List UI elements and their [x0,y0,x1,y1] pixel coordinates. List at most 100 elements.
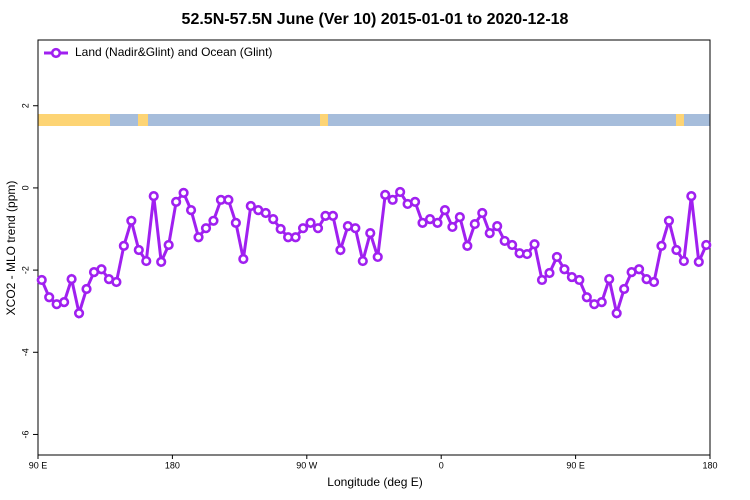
data-point [73,308,85,319]
data-point [693,256,704,267]
data-point [544,267,555,279]
legend-marker [50,47,62,59]
data-point [96,264,107,275]
data-point [81,283,92,295]
data-point [529,239,540,250]
x-tick-label: 90 W [296,460,318,470]
data-point [507,239,518,251]
x-tick-label: 180 [165,460,180,470]
data-point [648,276,660,288]
data-point [499,235,510,247]
data-point [581,292,592,303]
data-point [238,253,249,265]
data-point [656,240,667,251]
data-point [596,297,607,308]
data-point [574,274,585,286]
data-point [260,207,271,219]
y-tick-label: -2 [20,266,30,274]
data-point [305,217,316,228]
data-point [156,256,167,267]
data-point [469,218,480,230]
ocean-band [38,114,710,126]
data-point [551,251,563,263]
data-point [701,239,712,251]
data-point [447,221,458,233]
y-tick-label: -6 [20,430,30,438]
data-point [223,194,234,205]
data-point [611,308,622,319]
data-point [126,215,137,226]
land-band [320,114,328,126]
data-point [297,223,309,234]
data-point [335,244,346,256]
data-point [193,232,204,243]
data-point [327,210,339,221]
data-point [208,215,219,226]
data-point [268,214,279,225]
data-point [178,187,189,198]
data-point [521,248,533,260]
x-tick-label: 0 [439,460,444,470]
land-ocean-strip [38,114,710,126]
data-point [66,274,77,285]
data-point [380,189,391,201]
data-point [454,211,465,223]
data-point [536,274,548,286]
data-point [185,205,197,216]
data-point [671,244,682,256]
data-point [36,274,47,286]
data-point [350,223,361,234]
data-point [290,232,301,243]
land-band [38,114,110,126]
data-point [59,297,70,308]
x-tick-label: 90 E [566,460,585,470]
data-point [462,240,473,251]
y-tick-label: -4 [20,348,30,356]
legend-label: Land (Nadir&Glint) and Ocean (Glint) [75,45,272,59]
data-point [200,223,212,234]
data-point [118,240,129,251]
data-point [619,283,630,295]
data-point [111,276,122,288]
data-point [663,215,675,226]
data-point [171,196,182,207]
data-point [141,255,152,267]
y-tick-label: 0 [20,185,30,190]
data-point [484,228,495,239]
data-point [395,186,406,198]
data-point [604,274,615,285]
x-tick-label: 180 [702,460,717,470]
data-point [492,221,503,232]
data-point [275,223,286,235]
chart-title: 52.5N-57.5N June (Ver 10) 2015-01-01 to … [182,11,569,28]
data-point [365,228,376,239]
x-tick-label: 90 E [29,460,48,470]
data-point [477,207,488,219]
data-point [387,194,398,205]
land-band [138,114,148,126]
data-point [245,200,256,212]
data-point [686,191,697,202]
data-point [439,205,451,216]
data-point [633,264,645,275]
x-axis-label: Longitude (deg E) [327,475,422,489]
y-tick-label: 2 [20,103,30,108]
data-point [678,255,689,267]
data-point [44,292,55,303]
data-point [148,191,159,202]
data-point [417,217,428,228]
data-point [357,255,368,267]
data-point [409,196,421,207]
data-point [559,264,570,275]
data-point [432,217,443,228]
y-axis-label: XCO2 - MLO trend (ppm) [4,181,18,316]
data-point [163,239,174,251]
data-point [372,251,383,263]
data-point [230,217,241,228]
land-band [676,114,684,126]
data-point [312,223,324,234]
data-point [133,244,144,256]
data-point [424,214,436,225]
